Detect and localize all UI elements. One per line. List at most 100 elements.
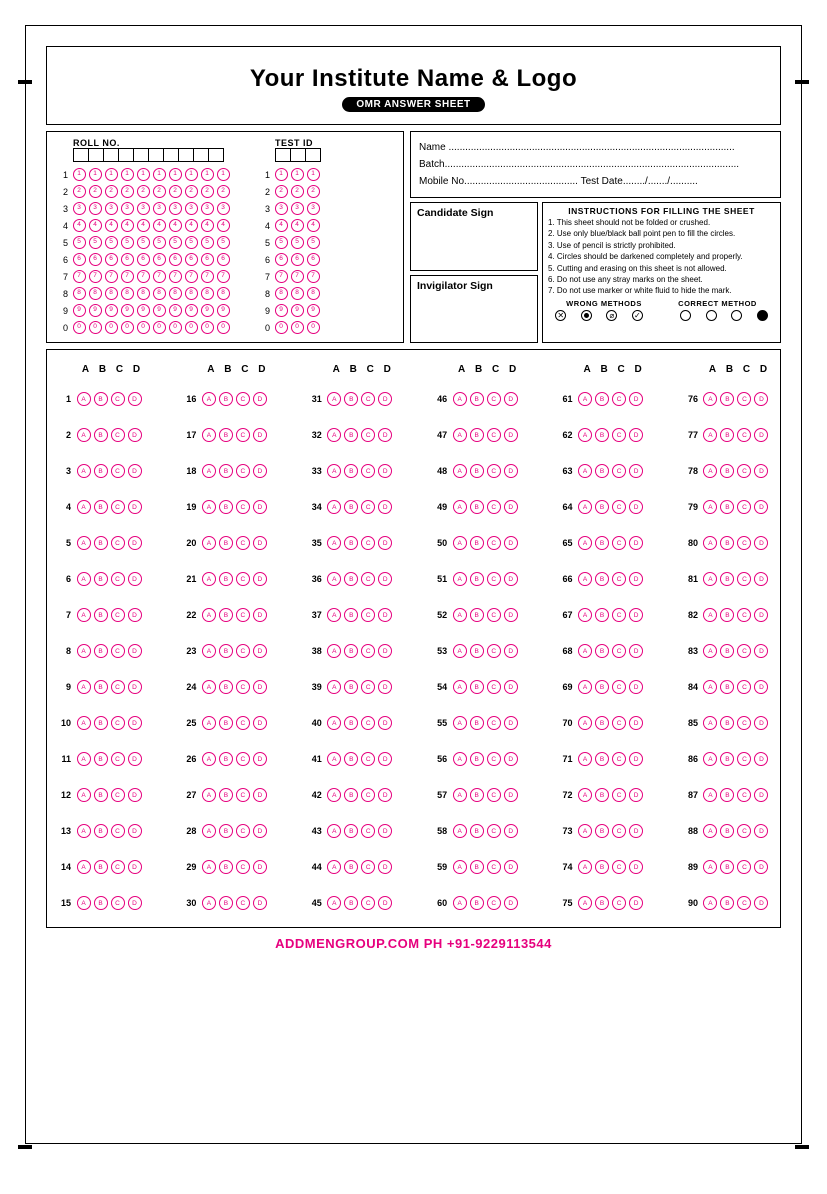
answer-bubble[interactable]: C: [737, 500, 751, 514]
answer-bubble[interactable]: B: [344, 536, 358, 550]
answer-bubble[interactable]: B: [94, 464, 108, 478]
answer-bubble[interactable]: A: [202, 716, 216, 730]
digit-bubble[interactable]: 5: [169, 236, 182, 249]
digit-bubble[interactable]: 6: [185, 253, 198, 266]
digit-bubble[interactable]: 2: [137, 185, 150, 198]
answer-bubble[interactable]: B: [595, 752, 609, 766]
answer-bubble[interactable]: D: [128, 644, 142, 658]
digit-bubble[interactable]: 1: [307, 168, 320, 181]
answer-bubble[interactable]: D: [629, 788, 643, 802]
answer-bubble[interactable]: D: [754, 680, 768, 694]
answer-bubble[interactable]: A: [77, 860, 91, 874]
mobile-field[interactable]: ........................................: [467, 176, 578, 187]
answer-bubble[interactable]: A: [703, 860, 717, 874]
digit-bubble[interactable]: 8: [105, 287, 118, 300]
answer-bubble[interactable]: D: [504, 680, 518, 694]
answer-bubble[interactable]: D: [629, 860, 643, 874]
digit-bubble[interactable]: 8: [185, 287, 198, 300]
digit-bubble[interactable]: 7: [153, 270, 166, 283]
digit-bubble[interactable]: 9: [275, 304, 288, 317]
answer-bubble[interactable]: B: [344, 464, 358, 478]
answer-bubble[interactable]: D: [378, 392, 392, 406]
name-field[interactable]: ........................................…: [448, 142, 734, 153]
answer-bubble[interactable]: A: [453, 788, 467, 802]
answer-bubble[interactable]: B: [344, 752, 358, 766]
digit-bubble[interactable]: 8: [169, 287, 182, 300]
answer-bubble[interactable]: B: [470, 464, 484, 478]
answer-bubble[interactable]: B: [219, 572, 233, 586]
answer-bubble[interactable]: A: [703, 536, 717, 550]
digit-bubble[interactable]: 1: [73, 168, 86, 181]
answer-bubble[interactable]: B: [595, 824, 609, 838]
answer-bubble[interactable]: A: [327, 860, 341, 874]
answer-bubble[interactable]: A: [703, 464, 717, 478]
digit-bubble[interactable]: 5: [105, 236, 118, 249]
digit-bubble[interactable]: 4: [121, 219, 134, 232]
digit-bubble[interactable]: 6: [169, 253, 182, 266]
digit-bubble[interactable]: 8: [201, 287, 214, 300]
answer-bubble[interactable]: D: [754, 608, 768, 622]
digit-bubble[interactable]: 0: [185, 321, 198, 334]
digit-bubble[interactable]: 2: [73, 185, 86, 198]
answer-bubble[interactable]: A: [77, 644, 91, 658]
answer-bubble[interactable]: D: [253, 716, 267, 730]
answer-bubble[interactable]: D: [504, 392, 518, 406]
answer-bubble[interactable]: C: [111, 428, 125, 442]
answer-bubble[interactable]: B: [595, 536, 609, 550]
answer-bubble[interactable]: D: [253, 572, 267, 586]
answer-bubble[interactable]: A: [578, 536, 592, 550]
answer-bubble[interactable]: B: [219, 824, 233, 838]
digit-bubble[interactable]: 5: [185, 236, 198, 249]
answer-bubble[interactable]: A: [703, 824, 717, 838]
digit-bubble[interactable]: 2: [105, 185, 118, 198]
answer-bubble[interactable]: C: [612, 752, 626, 766]
answer-bubble[interactable]: D: [504, 896, 518, 910]
digit-bubble[interactable]: 5: [201, 236, 214, 249]
answer-bubble[interactable]: C: [487, 536, 501, 550]
answer-bubble[interactable]: B: [94, 896, 108, 910]
answer-bubble[interactable]: B: [94, 428, 108, 442]
digit-bubble[interactable]: 8: [89, 287, 102, 300]
answer-bubble[interactable]: A: [202, 860, 216, 874]
answer-bubble[interactable]: A: [578, 392, 592, 406]
answer-bubble[interactable]: C: [487, 500, 501, 514]
answer-bubble[interactable]: D: [128, 572, 142, 586]
answer-bubble[interactable]: D: [629, 500, 643, 514]
answer-bubble[interactable]: A: [327, 896, 341, 910]
answer-bubble[interactable]: B: [344, 428, 358, 442]
digit-bubble[interactable]: 7: [121, 270, 134, 283]
answer-bubble[interactable]: A: [202, 572, 216, 586]
answer-bubble[interactable]: B: [94, 500, 108, 514]
digit-bubble[interactable]: 1: [137, 168, 150, 181]
answer-bubble[interactable]: D: [253, 392, 267, 406]
answer-bubble[interactable]: B: [94, 608, 108, 622]
answer-bubble[interactable]: C: [236, 608, 250, 622]
answer-bubble[interactable]: D: [754, 896, 768, 910]
answer-bubble[interactable]: C: [737, 644, 751, 658]
digit-bubble[interactable]: 6: [201, 253, 214, 266]
answer-bubble[interactable]: A: [202, 788, 216, 802]
digit-bubble[interactable]: 5: [137, 236, 150, 249]
digit-bubble[interactable]: 3: [201, 202, 214, 215]
answer-bubble[interactable]: B: [344, 500, 358, 514]
digit-bubble[interactable]: 4: [169, 219, 182, 232]
answer-bubble[interactable]: C: [737, 860, 751, 874]
answer-bubble[interactable]: D: [504, 572, 518, 586]
answer-bubble[interactable]: C: [612, 788, 626, 802]
answer-bubble[interactable]: B: [470, 680, 484, 694]
answer-bubble[interactable]: C: [236, 896, 250, 910]
answer-bubble[interactable]: C: [737, 896, 751, 910]
answer-bubble[interactable]: C: [487, 788, 501, 802]
answer-bubble[interactable]: A: [202, 392, 216, 406]
answer-bubble[interactable]: A: [578, 464, 592, 478]
answer-bubble[interactable]: A: [578, 572, 592, 586]
answer-bubble[interactable]: D: [378, 716, 392, 730]
answer-bubble[interactable]: D: [629, 896, 643, 910]
answer-bubble[interactable]: B: [720, 788, 734, 802]
answer-bubble[interactable]: A: [703, 500, 717, 514]
answer-bubble[interactable]: C: [236, 500, 250, 514]
answer-bubble[interactable]: C: [737, 824, 751, 838]
answer-bubble[interactable]: C: [111, 788, 125, 802]
digit-bubble[interactable]: 0: [169, 321, 182, 334]
digit-bubble[interactable]: 6: [291, 253, 304, 266]
